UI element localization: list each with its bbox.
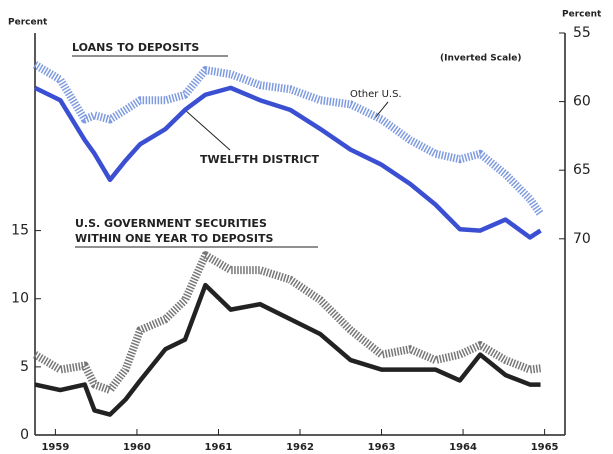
- x-tick-label: 1959: [41, 442, 69, 453]
- series-label: TWELFTH DISTRICT: [200, 153, 319, 166]
- annotation: (Inverted Scale): [440, 54, 521, 64]
- annotation: LOANS TO DEPOSITS: [72, 41, 199, 54]
- y2-tick-label: 70: [573, 231, 591, 247]
- series-line: [34, 282, 541, 417]
- y-tick-label: 5: [20, 359, 29, 375]
- x-tick-label: 1961: [205, 442, 233, 453]
- series-line: [32, 251, 542, 395]
- series-line: [32, 61, 544, 217]
- x-tick-label: 1960: [123, 442, 151, 453]
- y2-tick-label: 55: [573, 25, 591, 41]
- x-tick-label: 1963: [368, 442, 396, 453]
- series-label: Other U.S.: [350, 89, 402, 100]
- x-tick-label: 1962: [286, 442, 314, 453]
- y-tick-label: 10: [11, 291, 29, 307]
- annotation: WITHIN ONE YEAR TO DEPOSITS: [75, 232, 274, 245]
- leader-line: [374, 101, 389, 119]
- y-tick-label: 0: [20, 427, 29, 443]
- y2-tick-label: 60: [573, 94, 591, 110]
- leader-line: [184, 109, 231, 151]
- y-tick-label: 15: [11, 223, 29, 239]
- x-tick-label: 1964: [449, 442, 477, 453]
- series-line: [34, 85, 542, 240]
- y-axis-label: Percent: [8, 18, 48, 28]
- y2-tick-label: 65: [573, 162, 591, 178]
- y2-axis-label: Percent: [562, 10, 602, 20]
- x-tick-label: 1965: [531, 442, 559, 453]
- annotation: U.S. GOVERNMENT SECURITIES: [75, 217, 267, 230]
